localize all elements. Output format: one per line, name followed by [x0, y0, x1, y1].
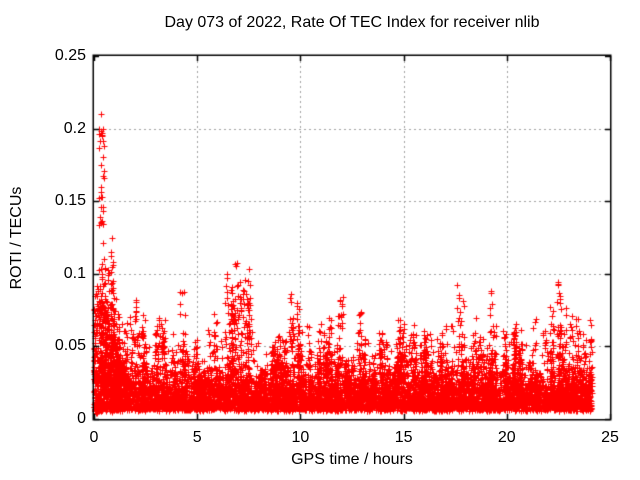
x-tick-label: 5 [192, 429, 202, 446]
y-tick-label: 0.15 [54, 192, 86, 210]
x-tick-label: 0 [89, 429, 99, 446]
y-axis-label: ROTI / TECUs [8, 186, 25, 290]
y-tick-label: 0.1 [63, 264, 86, 282]
x-tick-label: 25 [601, 429, 619, 446]
y-tick-label: 0.05 [54, 337, 86, 355]
x-tick-label: 20 [497, 429, 516, 446]
y-tick-label: 0 [77, 410, 86, 427]
y-tick-label: 0.25 [54, 47, 86, 64]
x-tick-label: 15 [394, 429, 413, 446]
y-tick-label: 0.2 [63, 119, 86, 137]
x-axis-label: GPS time / hours [291, 451, 413, 468]
chart-title: Day 073 of 2022, Rate Of TEC Index for r… [164, 14, 540, 31]
x-tick-label: 10 [291, 429, 310, 446]
